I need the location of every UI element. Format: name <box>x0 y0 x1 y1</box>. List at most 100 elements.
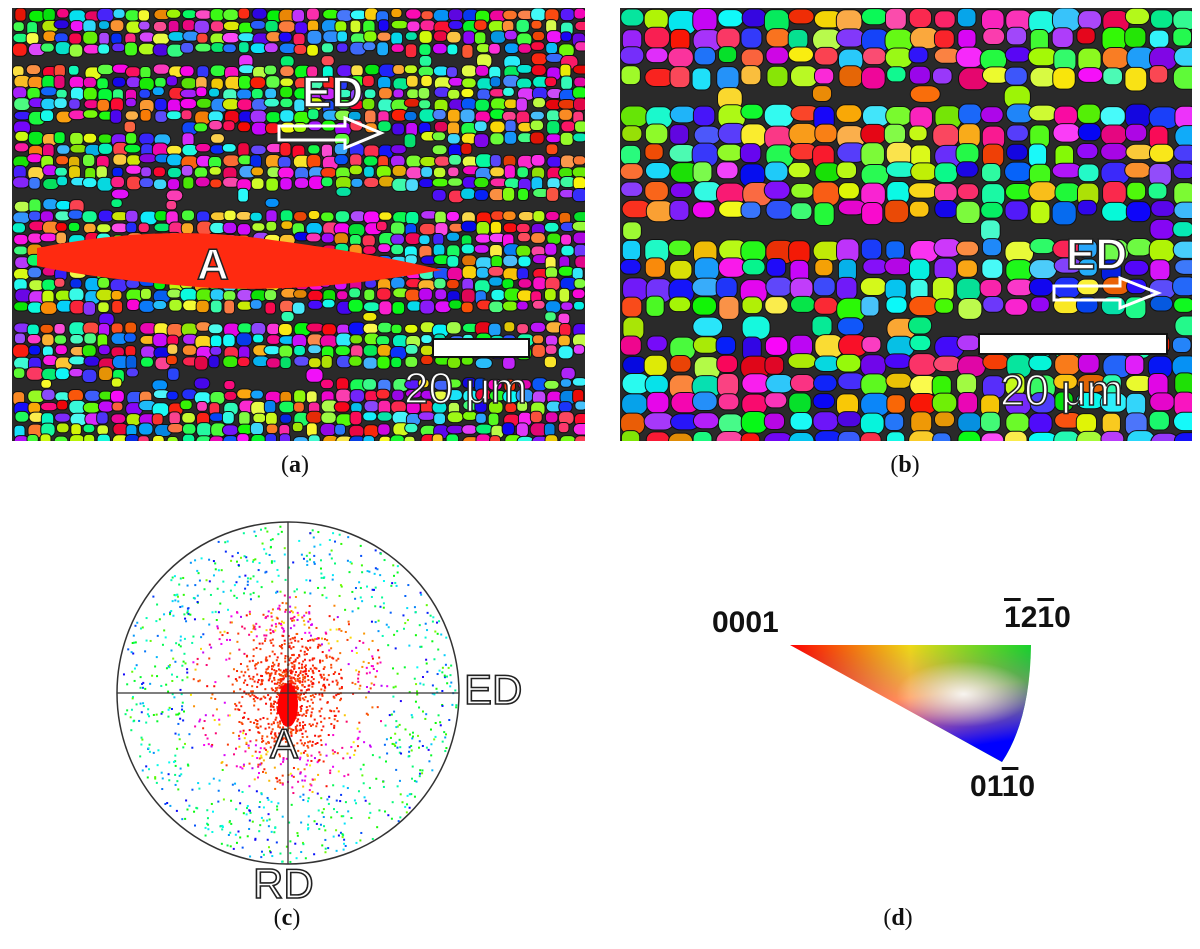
grain <box>97 400 115 413</box>
grain <box>716 27 741 49</box>
grain <box>1027 47 1058 67</box>
grain <box>862 47 887 66</box>
grain <box>40 379 53 389</box>
grain <box>28 176 41 190</box>
grain <box>715 431 744 441</box>
grain <box>885 105 913 126</box>
grain <box>98 344 111 356</box>
grain <box>446 30 462 44</box>
grain <box>560 233 573 246</box>
grain <box>955 143 980 164</box>
grain <box>573 97 585 112</box>
grain <box>279 413 293 424</box>
grain <box>166 436 179 441</box>
grain <box>1101 412 1121 435</box>
grain <box>293 177 310 189</box>
grain <box>934 162 958 183</box>
grain <box>363 155 379 167</box>
grain <box>764 392 788 409</box>
grain <box>68 287 85 302</box>
grain <box>39 232 58 243</box>
grain <box>403 435 416 441</box>
grain <box>836 161 858 179</box>
grain <box>138 76 155 92</box>
grain <box>334 20 348 33</box>
grain <box>280 310 295 323</box>
grain <box>97 142 114 155</box>
grain <box>544 242 558 256</box>
grain <box>557 334 571 347</box>
grain <box>1171 336 1192 353</box>
grain <box>572 155 585 166</box>
grain <box>645 47 669 64</box>
grain <box>96 8 115 23</box>
grain <box>489 166 506 178</box>
grain <box>718 295 740 320</box>
grain <box>237 187 249 203</box>
grain <box>621 239 642 261</box>
grain <box>446 43 459 56</box>
grain <box>431 189 447 202</box>
grain <box>571 220 585 232</box>
grain <box>574 400 585 411</box>
grain <box>789 277 814 300</box>
grain <box>559 63 572 78</box>
grain <box>934 298 954 314</box>
grain <box>54 344 68 355</box>
grain <box>560 31 573 42</box>
grain <box>392 88 405 99</box>
grain <box>125 221 138 234</box>
grain <box>860 392 891 417</box>
grain <box>1148 410 1170 431</box>
ebsd-map-b: ED 20 μm <box>620 8 1192 441</box>
grain <box>740 201 762 219</box>
grain <box>96 433 111 441</box>
grain <box>1077 239 1098 259</box>
grain <box>860 354 887 377</box>
grain <box>111 42 126 53</box>
grain <box>1029 201 1051 225</box>
grain <box>908 182 939 199</box>
grain <box>252 333 265 344</box>
elongated-grain-a <box>37 233 442 289</box>
grain <box>516 400 529 412</box>
grain <box>503 29 518 41</box>
grain <box>433 120 449 133</box>
grain <box>574 20 585 32</box>
grain <box>646 391 670 414</box>
grain <box>320 55 335 67</box>
grain <box>432 9 451 23</box>
grain <box>933 257 958 281</box>
grain <box>319 378 335 390</box>
grain <box>860 142 885 167</box>
grain <box>1004 183 1033 201</box>
grain <box>532 276 547 291</box>
grain <box>404 31 418 41</box>
grain <box>982 295 1005 313</box>
grain <box>763 412 786 430</box>
grain <box>1150 9 1174 29</box>
grain <box>320 354 333 369</box>
grain <box>908 258 931 281</box>
grain <box>152 332 168 348</box>
grain <box>362 41 377 52</box>
grain <box>545 30 563 44</box>
grain <box>237 32 256 43</box>
grain <box>376 41 389 57</box>
grain <box>908 125 928 142</box>
grain <box>138 422 154 436</box>
grain <box>433 412 447 425</box>
grain <box>277 323 293 337</box>
grain <box>403 133 417 149</box>
grain <box>931 276 955 302</box>
grain <box>13 301 30 312</box>
grain <box>68 367 84 378</box>
grain <box>179 287 198 302</box>
grain <box>460 64 478 78</box>
grain <box>1052 123 1082 143</box>
grain <box>446 66 458 78</box>
grain <box>82 30 99 45</box>
grain <box>813 67 835 85</box>
grain <box>420 74 433 88</box>
grain <box>209 288 225 302</box>
